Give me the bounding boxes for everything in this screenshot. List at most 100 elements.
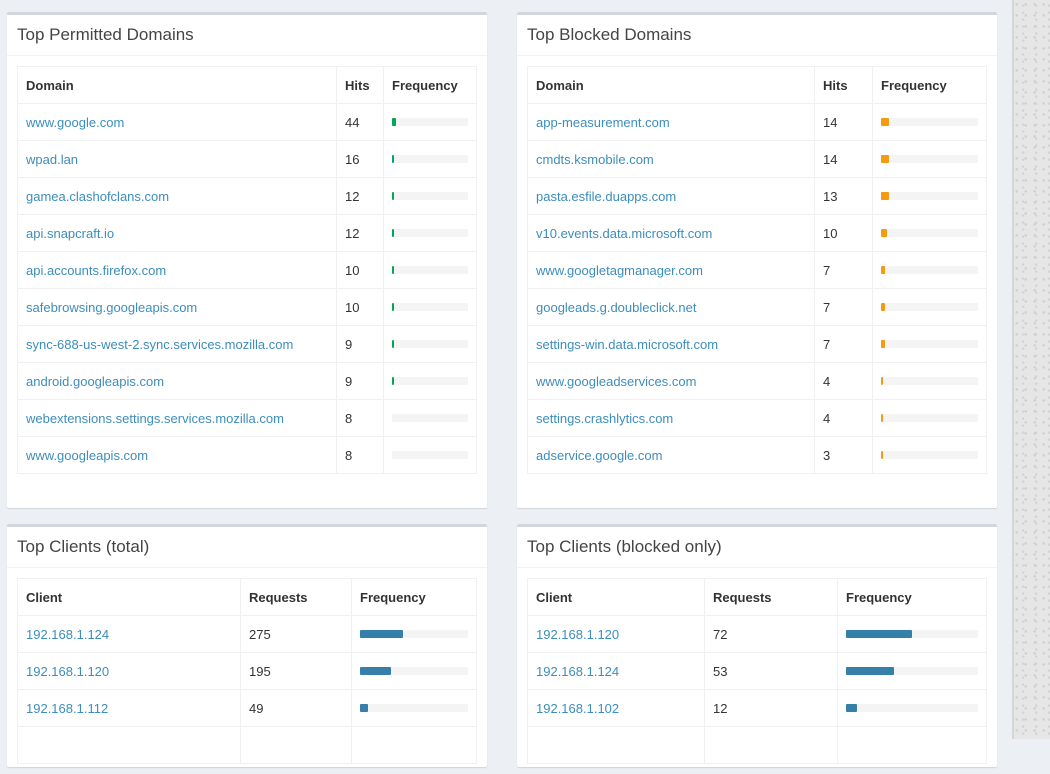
count-cell: 72 xyxy=(704,615,838,653)
count-cell: 3 xyxy=(814,436,873,474)
frequency-bar xyxy=(360,667,468,675)
column-header-frequency: Frequency xyxy=(383,66,477,104)
frequency-bar-fill xyxy=(392,192,394,200)
panel-title: Top Clients (blocked only) xyxy=(527,537,722,556)
frequency-bar xyxy=(360,630,468,638)
count-cell: 4 xyxy=(814,399,873,437)
table-header-row: Domain Hits Frequency xyxy=(17,66,477,104)
table-row: v10.events.data.microsoft.com 10 xyxy=(527,214,987,252)
client-link[interactable]: 192.168.1.120 xyxy=(536,626,620,642)
table-row: 192.168.1.112 49 xyxy=(17,689,477,727)
frequency-bar xyxy=(392,229,468,237)
table-row: pasta.esfile.duapps.com 13 xyxy=(527,177,987,215)
table-row: app-measurement.com 14 xyxy=(527,103,987,141)
frequency-bar xyxy=(392,155,468,163)
page-background-strip xyxy=(1012,0,1050,739)
frequency-bar xyxy=(881,451,978,459)
table-row: 192.168.1.102 12 xyxy=(527,689,987,727)
count-cell: 9 xyxy=(336,362,384,400)
domain-link[interactable]: gamea.clashofclans.com xyxy=(26,188,170,204)
domain-link[interactable]: settings-win.data.microsoft.com xyxy=(536,336,719,352)
domain-link[interactable]: safebrowsing.googleapis.com xyxy=(26,299,198,315)
domain-link[interactable]: www.googleapis.com xyxy=(26,447,149,463)
domain-link[interactable]: www.googleadservices.com xyxy=(536,373,697,389)
frequency-bar-fill xyxy=(360,667,392,675)
count-cell: 14 xyxy=(814,140,873,178)
empty-cell xyxy=(240,726,352,764)
domain-link[interactable]: www.googletagmanager.com xyxy=(536,262,703,278)
permitted-domains-table: Domain Hits Frequency www.google.com 44 wp… xyxy=(17,66,477,474)
count-cell: 8 xyxy=(336,399,384,437)
client-link[interactable]: 192.168.1.112 xyxy=(26,700,109,716)
table-row: www.googleadservices.com 4 xyxy=(527,362,987,400)
client-link[interactable]: 192.168.1.124 xyxy=(536,663,620,679)
top-clients-total-table: Client Requests Frequency 192.168.1.124 2… xyxy=(17,578,477,764)
frequency-bar xyxy=(881,303,978,311)
frequency-bar-fill xyxy=(360,630,404,638)
panel-title: Top Clients (total) xyxy=(17,537,150,556)
frequency-bar xyxy=(846,704,978,712)
empty-cell xyxy=(351,726,477,764)
table-row: 192.168.1.120 195 xyxy=(17,652,477,690)
count-cell: 10 xyxy=(814,214,873,252)
table-row: gamea.clashofclans.com 12 xyxy=(17,177,477,215)
frequency-bar-fill xyxy=(846,667,895,675)
frequency-bar xyxy=(881,118,978,126)
frequency-bar-fill xyxy=(881,451,883,459)
domain-link[interactable]: webextensions.settings.services.mozilla.… xyxy=(26,410,284,426)
frequency-bar xyxy=(881,266,978,274)
count-cell: 53 xyxy=(704,652,838,690)
count-cell: 9 xyxy=(336,325,384,363)
client-link[interactable]: 192.168.1.102 xyxy=(536,700,620,716)
domain-link[interactable]: cmdts.ksmobile.com xyxy=(536,151,654,167)
column-header-hits: Hits xyxy=(814,66,873,104)
count-cell: 275 xyxy=(240,615,352,653)
domain-link[interactable]: sync-688-us-west-2.sync.services.mozilla… xyxy=(26,336,294,352)
domain-link[interactable]: googleads.g.doubleclick.net xyxy=(536,299,697,315)
frequency-bar-fill xyxy=(392,340,394,348)
frequency-bar xyxy=(392,118,468,126)
dashboard-content: Top Permitted Domains Domain Hits Freque… xyxy=(7,12,997,767)
domain-link[interactable]: wpad.lan xyxy=(26,151,79,167)
table-row: 192.168.1.124 275 xyxy=(17,615,477,653)
panel-header: Top Clients (total) xyxy=(7,527,487,568)
domain-link[interactable]: api.snapcraft.io xyxy=(26,225,115,241)
table-row: api.accounts.firefox.com 10 xyxy=(17,251,477,289)
table-header-row: Client Requests Frequency xyxy=(527,578,987,616)
domain-link[interactable]: app-measurement.com xyxy=(536,114,670,130)
top-clients-blocked-table: Client Requests Frequency 192.168.1.120 7… xyxy=(527,578,987,764)
domain-link[interactable]: www.google.com xyxy=(26,114,125,130)
domain-link[interactable]: adservice.google.com xyxy=(536,447,663,463)
frequency-bar-fill xyxy=(846,630,912,638)
table-row: 192.168.1.124 53 xyxy=(527,652,987,690)
top-clients-total-panel: Top Clients (total) Client Requests Freq… xyxy=(7,524,487,767)
frequency-bar-fill xyxy=(881,266,886,274)
frequency-bar xyxy=(881,192,978,200)
domain-link[interactable]: api.accounts.firefox.com xyxy=(26,262,167,278)
column-header-frequency: Frequency xyxy=(837,578,987,616)
table-row: googleads.g.doubleclick.net 7 xyxy=(527,288,987,326)
domain-link[interactable]: settings.crashlytics.com xyxy=(536,410,674,426)
column-header-requests: Requests xyxy=(240,578,352,616)
frequency-bar xyxy=(392,303,468,311)
table-header-row: Client Requests Frequency xyxy=(17,578,477,616)
count-cell: 14 xyxy=(814,103,873,141)
domain-link[interactable]: pasta.esfile.duapps.com xyxy=(536,188,677,204)
domain-link[interactable]: android.googleapis.com xyxy=(26,373,165,389)
frequency-bar-fill xyxy=(881,192,889,200)
domain-link[interactable]: v10.events.data.microsoft.com xyxy=(536,225,713,241)
top-clients-blocked-panel: Top Clients (blocked only) Client Reques… xyxy=(517,524,997,767)
count-cell: 12 xyxy=(336,177,384,215)
count-cell: 7 xyxy=(814,288,873,326)
column-header-hits: Hits xyxy=(336,66,384,104)
frequency-bar-fill xyxy=(881,118,890,126)
count-cell: 49 xyxy=(240,689,352,727)
count-cell: 13 xyxy=(814,177,873,215)
panel-header: Top Permitted Domains xyxy=(7,15,487,56)
panel-title: Top Blocked Domains xyxy=(527,25,692,44)
column-header-frequency: Frequency xyxy=(872,66,987,104)
client-link[interactable]: 192.168.1.124 xyxy=(26,626,110,642)
count-cell: 12 xyxy=(704,689,838,727)
client-link[interactable]: 192.168.1.120 xyxy=(26,663,110,679)
frequency-bar xyxy=(881,377,978,385)
